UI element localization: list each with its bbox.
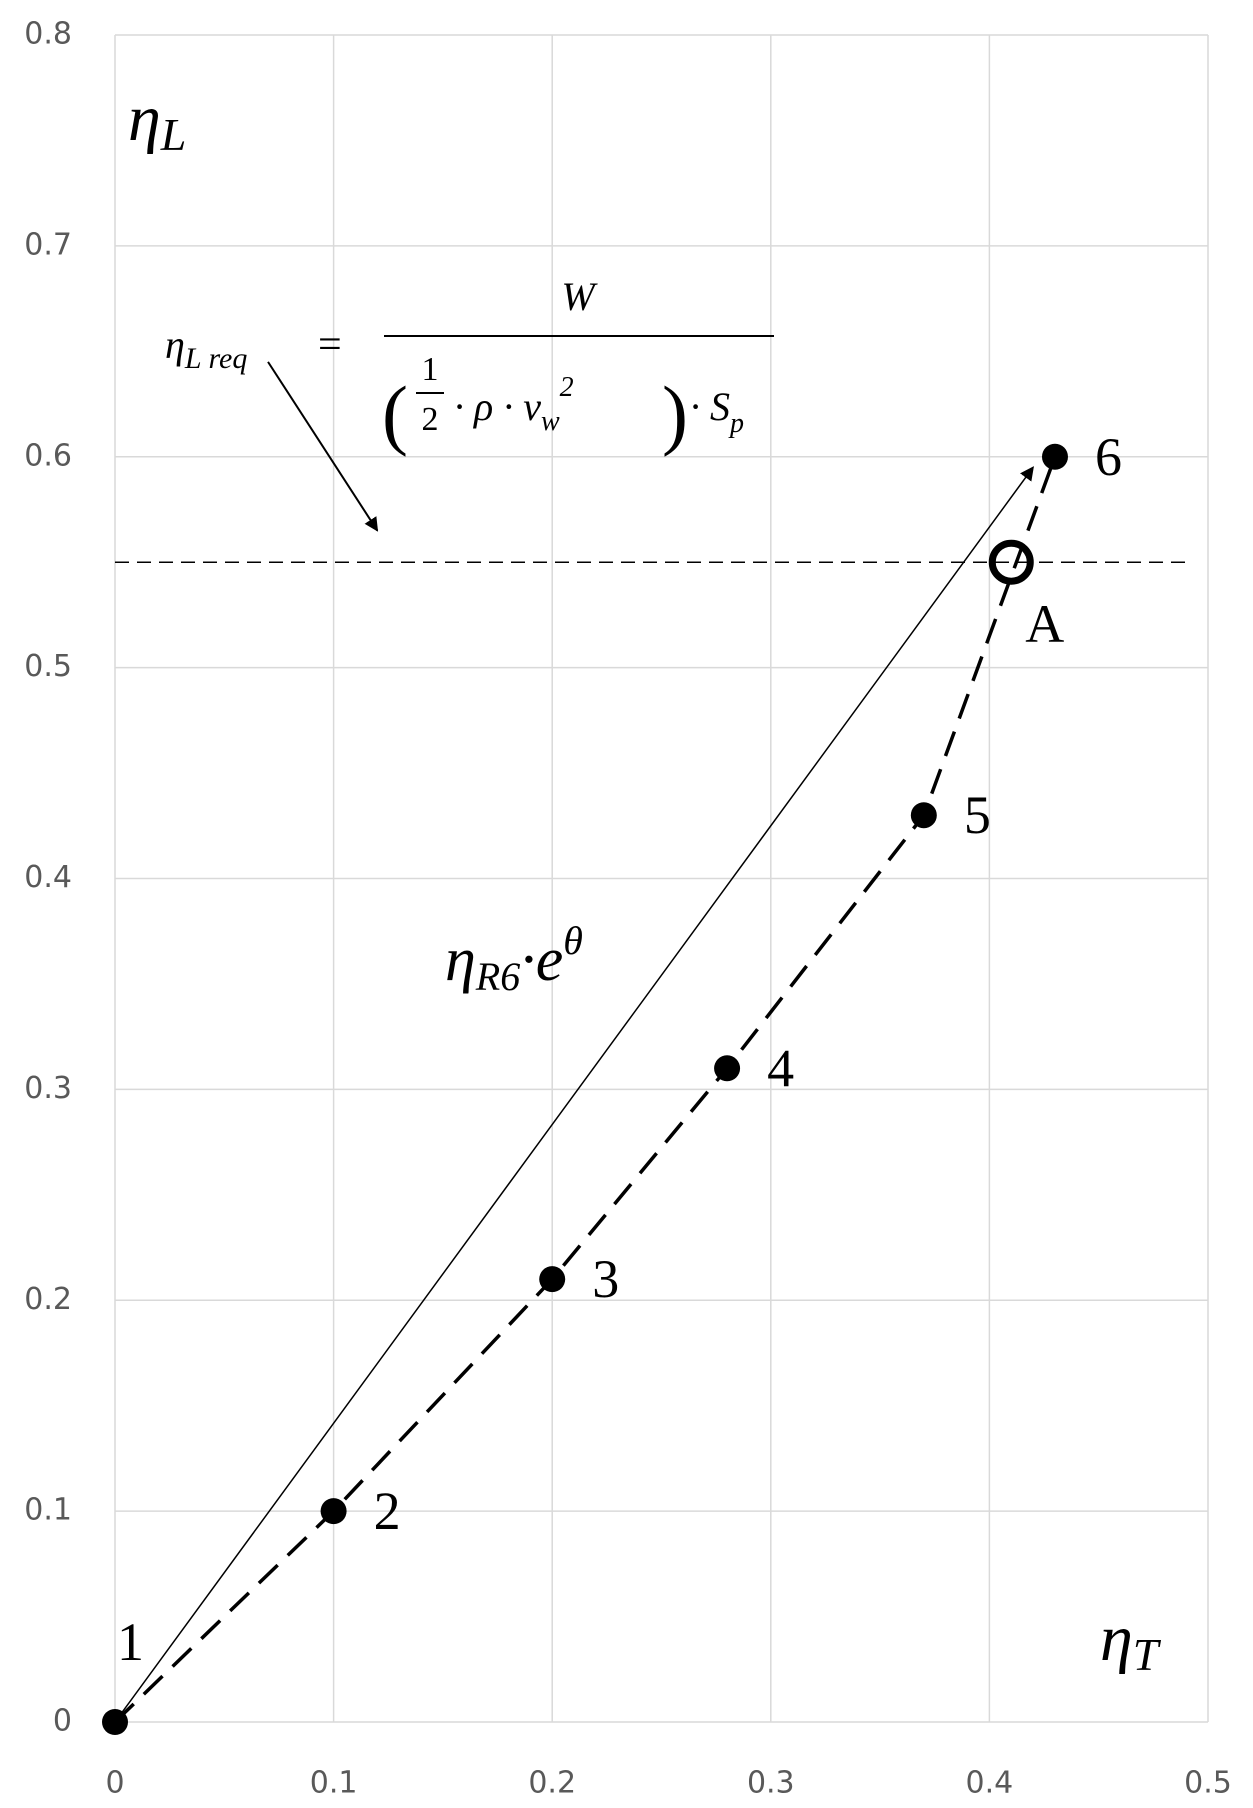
y-tick-label: 0.4 — [24, 860, 72, 895]
y-tick-label: 0.5 — [24, 649, 72, 684]
formula-equals: = — [318, 322, 342, 368]
x-tick-label: 0 — [105, 1766, 124, 1801]
y-tick-label: 0.6 — [24, 438, 72, 473]
series-line — [113, 456, 1057, 1724]
point-a — [988, 539, 1034, 585]
formula-tail: · Sp — [690, 384, 744, 439]
y-axis-label: ηL — [128, 82, 186, 160]
formula-mid: · ρ · vw2 — [454, 372, 574, 437]
point — [539, 1266, 566, 1293]
y-tick-label: 0.7 — [24, 227, 72, 262]
formula-lhs: ηL req — [165, 322, 247, 375]
formula: ηL req = W ( 1 2 · ρ · vw2 ) · Sp — [165, 274, 774, 457]
x-tick-label: 0.5 — [1184, 1766, 1232, 1801]
point-label: 1 — [117, 1612, 144, 1672]
point — [714, 1055, 741, 1082]
point-a-label: A — [1025, 594, 1064, 654]
formula-numerator: W — [561, 274, 598, 319]
point — [102, 1709, 128, 1735]
plot-area: 1 2 3 4 5 6 A — [102, 361, 1187, 1735]
formula-half-num: 1 — [422, 351, 439, 388]
vector-arrow — [114, 466, 1034, 1723]
point-label: 6 — [1095, 427, 1122, 487]
point — [320, 1498, 347, 1525]
formula-close: ) — [662, 370, 688, 457]
x-axis-label: ηT — [1100, 1602, 1162, 1680]
x-tick-label: 0.2 — [528, 1766, 576, 1801]
y-tick-label: 0 — [53, 1704, 72, 1739]
point-label: 4 — [767, 1038, 794, 1098]
point-label: 3 — [592, 1249, 619, 1309]
y-tick-label: 0.2 — [24, 1282, 72, 1317]
formula-open: ( — [382, 370, 408, 457]
formula-half-den: 2 — [422, 401, 439, 438]
y-tick-label: 0.1 — [24, 1493, 72, 1528]
x-tick-label: 0.1 — [310, 1766, 358, 1801]
point — [1041, 443, 1068, 470]
point — [910, 802, 937, 829]
x-tick-label: 0.4 — [966, 1766, 1014, 1801]
y-tick-label: 0.3 — [24, 1071, 72, 1106]
formula-arrow — [267, 361, 379, 532]
arrow-label: ηR6·eθ — [445, 918, 583, 999]
point-label: 2 — [374, 1481, 401, 1541]
x-tick-label: 0.3 — [747, 1766, 795, 1801]
point-label: 5 — [964, 785, 991, 845]
grid — [114, 34, 1209, 1723]
y-tick-label: 0.8 — [24, 17, 72, 52]
